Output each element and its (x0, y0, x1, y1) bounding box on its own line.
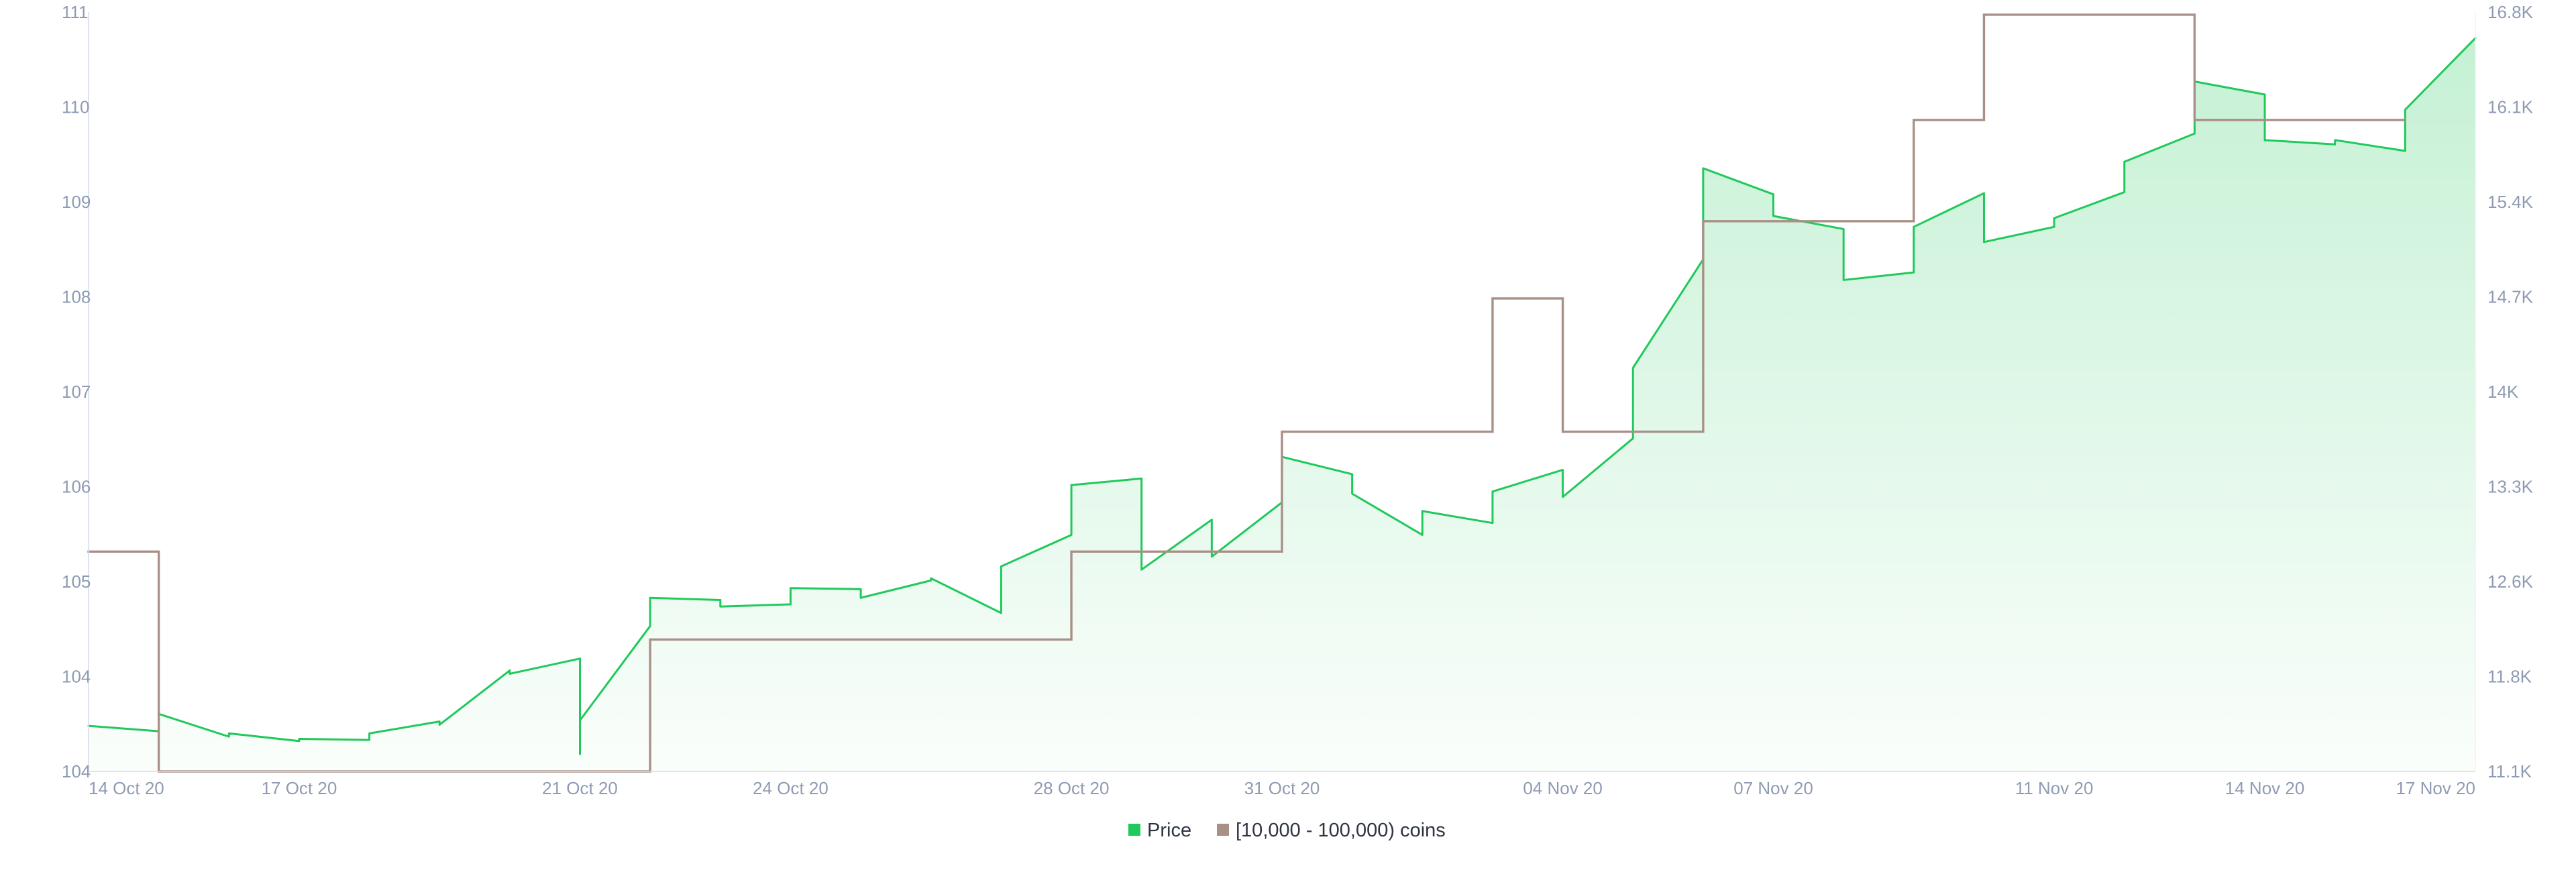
x-tick-label: 14 Oct 20 (89, 778, 164, 798)
y-right-tick-label: 11.8K (2487, 667, 2532, 687)
y-left-tick-label: 104 (62, 667, 91, 687)
y-right-tick-label: 16.8K (2487, 2, 2534, 22)
legend-price-label: Price (1147, 820, 1191, 841)
y-right-tick-label: 11.1K (2487, 761, 2532, 781)
holdings-step-line (87, 13, 2407, 773)
y-right-tick-label: 14.7K (2487, 287, 2534, 307)
x-tick-label: 17 Oct 20 (262, 778, 337, 798)
y-left-tick-label: 107 (62, 382, 91, 402)
x-tick-label: 14 Nov 20 (2225, 778, 2305, 798)
legend-price-swatch (1128, 824, 1140, 836)
y-left-tick-label: 109 (62, 192, 91, 212)
x-tick-label: 04 Nov 20 (1523, 778, 1603, 798)
x-tick-label: 28 Oct 20 (1034, 778, 1110, 798)
y-left-tick-label: 105 (62, 571, 91, 592)
price-area (89, 38, 2475, 771)
x-tick-label: 21 Oct 20 (542, 778, 618, 798)
x-tick-label: 17 Nov 20 (2396, 778, 2475, 798)
y-left-tick-label: 104 (62, 761, 91, 781)
plot-layer (87, 13, 2477, 773)
x-tick-label: 31 Oct 20 (1244, 778, 1320, 798)
legend-holdings-swatch (1217, 824, 1229, 836)
y-left-tick-label: 110 (62, 97, 89, 117)
y-right-tick-label: 14K (2487, 382, 2519, 402)
y-left-tick-label: 111 (62, 2, 89, 22)
x-tick-label: 11 Nov 20 (2015, 778, 2094, 798)
legend-layer: Price [10,000 - 100,000) coins (1128, 820, 1446, 841)
y-right-tick-label: 16.1K (2487, 97, 2534, 117)
y-right-tick-label: 15.4K (2487, 192, 2534, 212)
y-left-tick-label: 106 (62, 477, 91, 497)
x-tick-label: 07 Nov 20 (1733, 778, 1813, 798)
y-right-tick-label: 13.3K (2487, 477, 2534, 497)
axis-layer: 104 11.1K 104 11.8K 105 12.6K 106 13.3K 107 14K 10… (62, 2, 2534, 798)
x-tick-label: 24 Oct 20 (753, 778, 828, 798)
y-left-tick-label: 108 (62, 287, 91, 307)
y-right-tick-label: 12.6K (2487, 571, 2534, 592)
legend-holdings-label: [10,000 - 100,000) coins (1236, 820, 1446, 841)
